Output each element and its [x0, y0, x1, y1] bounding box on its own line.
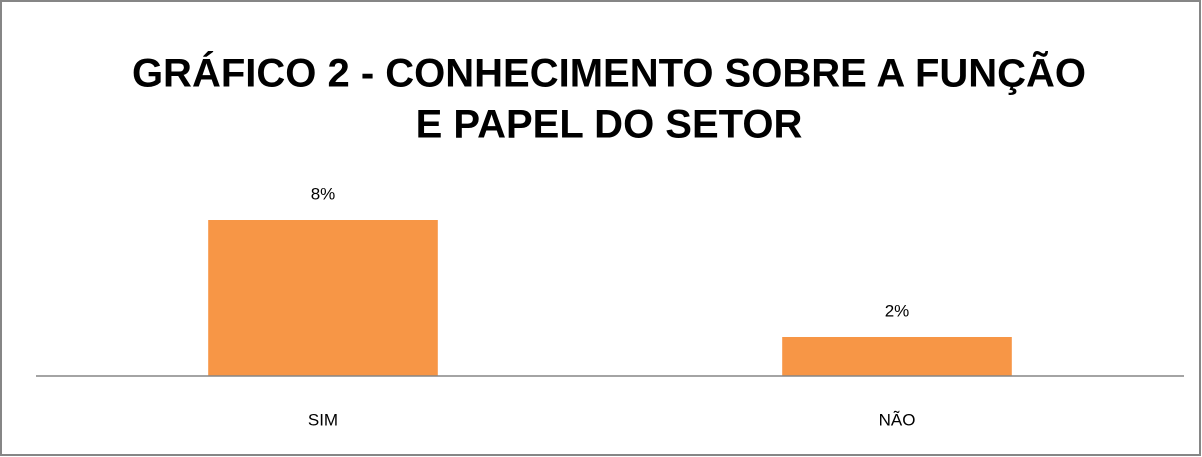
bar — [782, 337, 1012, 376]
bar — [208, 220, 438, 376]
chart-title: E PAPEL DO SETOR — [416, 103, 803, 147]
data-label: 2% — [885, 301, 910, 320]
x-tick-label: SIM — [308, 410, 338, 429]
chart-title: GRÁFICO 2 - CONHECIMENTO SOBRE A FUNÇÃO — [132, 50, 1086, 96]
data-label: 8% — [311, 184, 336, 203]
x-tick-label: NÃO — [879, 410, 916, 429]
